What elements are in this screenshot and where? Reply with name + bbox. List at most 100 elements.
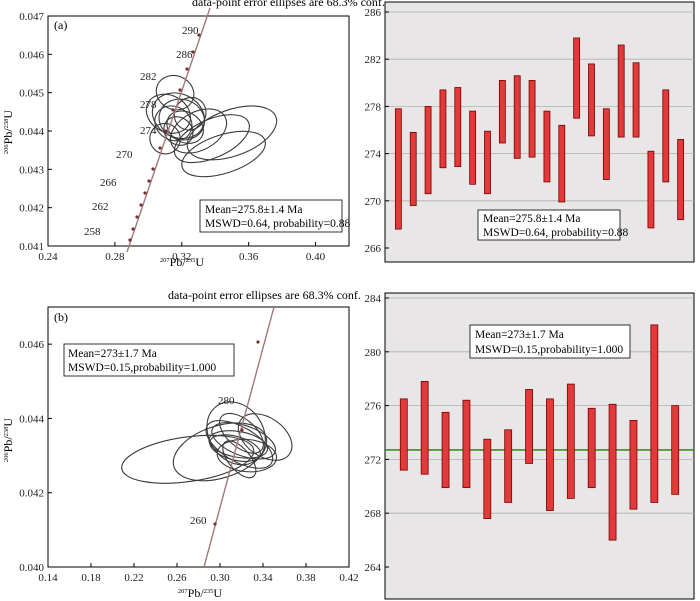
panel-a-ylabel: 206Pb/238U [1,110,15,155]
panel-b-concordia: data-point error ellipses are 68.3% conf… [1,288,361,600]
b-right-ytick-label-2: 272 [365,454,382,466]
panel-b-right-annotation-line1: Mean=273±1.7 Ma [475,329,564,341]
a-ytick-label-3: 0.044 [19,126,44,138]
panel-b-xlabel: 207Pb/235U [178,586,223,600]
a-age-marker [147,179,151,183]
panel-a-right-annotation-box [477,209,621,241]
panel-a-age-labels: 258 262 266 270 274 278 282 286 290 [84,25,201,242]
a-right-error-bar-1 [394,108,402,230]
a-error-ellipse [169,108,228,154]
panel-a-xlabel: 207Pb/235U [160,255,205,269]
a-right-ytick-label-3: 278 [365,101,382,113]
a-xtick-label-1: 0.28 [105,251,125,263]
a-ytick-label-0: 0.041 [19,241,44,253]
b-right-error-bar-4 [462,399,471,489]
b-right-error-bar-5 [483,438,492,519]
a-age-marker [131,227,135,231]
a-age-marker [128,238,132,242]
a-right-error-bar-18 [647,150,655,229]
panel-a-annotation-line2: MSWD=0.64, probability=0.88 [205,218,350,230]
a-age-marker [185,67,189,71]
a-right-error-bar-2 [409,131,417,206]
b-right-error-bar-1 [399,398,408,471]
a-ytick-label-5: 0.046 [19,49,44,61]
a-age-label-262: 262 [92,201,109,213]
panel-a-annotation-line1: Mean=275.8±1.4 Ma [205,204,302,216]
panel-a-right-grid: 266 270 274 278 282 286 [365,7,694,255]
a-error-ellipse [186,105,278,161]
a-age-label-278: 278 [140,99,157,111]
a-error-ellipse [149,122,181,155]
b-age-marker [256,340,260,344]
b-right-error-bar-11 [608,403,617,541]
panel-a-bar-chart: 266 270 274 278 282 286 Mean=275.8±1.4 Ma MSW… [365,1,695,263]
a-age-label-274: 274 [140,125,157,137]
b-xtick-label-4: 0.30 [210,572,230,584]
panel-b-ylabel: 206Pb/238U [1,418,15,463]
b-right-error-bar-6 [504,429,513,503]
b-error-ellipse [121,434,255,484]
b-right-ytick-label-1: 268 [365,508,382,520]
panel-a-right-annotation-line1: Mean=275.8±1.4 Ma [483,213,580,225]
a-right-error-bar-12 [558,124,566,203]
a-age-label-282: 282 [140,71,157,83]
panel-a-x-ticks: 0.24 0.28 0.32 0.36 0.40 [38,242,326,263]
a-error-ellipse [166,110,204,144]
panel-a-title: data-point error ellipses are 68.3% conf… [192,0,385,9]
b-right-error-bar-9 [566,383,575,499]
b-ytick-label-0: 0.040 [19,562,44,574]
b-xtick-label-2: 0.22 [124,572,143,584]
a-age-marker [171,108,175,112]
panel-b-right-annotation-line2: MSWD=0.15,probability=1.000 [475,344,623,356]
panel-a-ellipses [145,74,278,178]
a-ytick-label-6: 0.047 [19,11,44,23]
panel-a-concordia: data-point error ellipses are 68.3% conf… [1,0,385,269]
a-xtick-label-0: 0.24 [38,251,58,263]
b-age-label-280: 280 [218,395,235,407]
panel-b-annotation-box [63,343,235,377]
a-right-ytick-label-5: 286 [365,7,382,19]
a-age-marker [139,203,143,207]
b-ytick-label-2: 0.044 [19,413,44,425]
a-right-ytick-label-1: 270 [365,196,382,208]
b-error-ellipse [219,412,264,454]
b-xtick-label-3: 0.26 [167,572,187,584]
b-right-error-bar-2 [420,380,429,475]
b-right-error-bar-7 [525,389,533,464]
a-age-label-290: 290 [182,25,199,37]
b-error-ellipse [216,438,278,473]
b-age-marker [240,428,244,432]
a-right-error-bar-7 [484,130,491,195]
b-right-error-bar-12 [629,419,638,510]
b-right-ytick-label-3: 276 [365,401,382,413]
a-right-error-bar-8 [498,80,506,144]
a-right-error-bar-14 [588,63,595,137]
panel-b-title: data-point error ellipses are 68.3% conf… [168,288,361,302]
a-age-marker [164,129,168,133]
panel-b-x-ticks: 0.14 0.18 0.22 0.26 0.30 0.34 0.38 0.42 [38,563,359,584]
a-right-error-bar-19 [662,89,670,183]
panel-b-y-ticks: 0.040 0.042 0.044 0.046 [19,339,52,574]
b-xtick-label-7: 0.42 [339,572,358,584]
b-age-label-260: 260 [190,515,207,527]
panel-b-label: (b) [54,310,68,324]
panel-b-age-labels: 260 280 [190,340,260,527]
b-error-ellipse [209,434,261,462]
a-xtick-label-3: 0.36 [239,251,259,263]
a-age-label-258: 258 [84,226,101,238]
panel-a-concordia-curve [126,7,211,253]
a-right-ytick-label-2: 274 [365,149,382,161]
a-age-marker [135,215,139,219]
panel-a-y-ticks: 0.041 0.042 0.043 0.044 0.045 0.046 0.047 [19,11,52,253]
b-xtick-label-0: 0.14 [38,572,58,584]
b-right-error-bar-14 [671,405,680,495]
b-right-error-bar-10 [587,407,596,489]
a-right-error-bar-20 [677,139,685,221]
b-xtick-label-6: 0.38 [296,572,316,584]
b-right-error-bar-3 [441,411,450,489]
panel-a-right-bars [394,37,685,230]
a-age-marker [191,50,195,54]
a-error-ellipse [181,130,266,178]
b-right-ytick-label-4: 280 [365,347,382,359]
